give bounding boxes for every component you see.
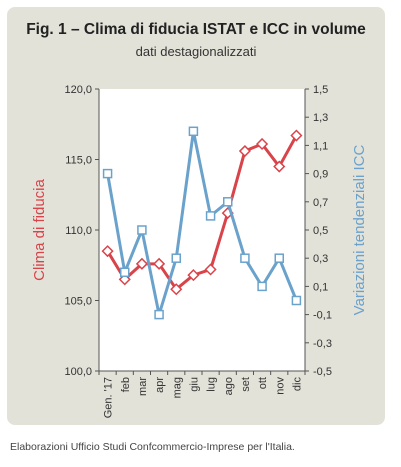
fiducia-point — [170, 283, 183, 296]
icc-point — [257, 281, 267, 292]
icc-point — [120, 267, 130, 278]
icc-point — [137, 225, 147, 235]
icc-point — [188, 126, 199, 137]
fiducia-point — [187, 269, 200, 282]
x-tick-label: set — [240, 377, 252, 392]
right-tick-label: -0,5 — [313, 366, 332, 378]
x-tick-label: ott — [257, 377, 269, 389]
left-tick-label: 100,0 — [64, 366, 92, 378]
right-tick-label: 0,5 — [313, 225, 328, 237]
fiducia-point — [256, 137, 269, 151]
icc-point — [223, 197, 233, 207]
left-tick-label: 120,0 — [64, 84, 92, 96]
x-tick-label: apr — [154, 377, 166, 393]
left-tick-label: 110,0 — [65, 225, 92, 237]
icc-point — [240, 253, 250, 263]
fiducia-point — [273, 160, 286, 173]
right-tick-label: 0,1 — [313, 281, 328, 293]
right-tick-label: 0,9 — [313, 169, 328, 181]
x-tick-label: dic — [291, 377, 303, 392]
fiducia-point — [101, 245, 114, 258]
left-axis-label: Clima di fiducia — [31, 178, 48, 280]
fiducia-point — [135, 257, 148, 270]
right-tick-label: 0,7 — [313, 197, 328, 209]
icc-point — [102, 168, 113, 179]
x-tick-label: ago — [223, 377, 235, 395]
x-tick-label: mag — [171, 377, 183, 398]
fiducia-point — [153, 257, 166, 270]
x-tick-label: mar — [137, 377, 149, 396]
x-tick-label: Gen. '17 — [103, 377, 115, 418]
right-tick-label: 0,3 — [313, 253, 328, 265]
right-axis-label: Variazioni tendenziali ICC — [351, 145, 368, 316]
x-tick-label: nov — [274, 377, 286, 395]
fiducia-point — [290, 129, 303, 142]
left-tick-label: 115,0 — [65, 155, 92, 167]
icc-point — [171, 253, 181, 263]
right-tick-label: 1,3 — [313, 112, 328, 124]
x-tick-label: feb — [120, 377, 132, 392]
right-tick-label: -0,3 — [313, 338, 332, 350]
right-tick-label: 1,5 — [313, 84, 328, 96]
icc-point — [274, 253, 284, 263]
plot-area — [99, 89, 305, 371]
x-tick-label: lug — [206, 377, 218, 392]
chart-title: Fig. 1 – Clima di fiducia ISTAT e ICC in… — [26, 21, 366, 38]
icc-point — [205, 211, 216, 221]
fiducia-point — [238, 144, 251, 158]
right-tick-label: 1,1 — [313, 140, 328, 152]
left-tick-label: 105,0 — [64, 296, 92, 308]
chart-subtitle: dati destagionalizzati — [135, 44, 257, 59]
icc-point — [154, 309, 164, 320]
right-tick-label: -0,1 — [313, 310, 332, 322]
x-tick-label: giu — [188, 377, 200, 392]
fiducia-point — [204, 263, 217, 276]
caption: Elaborazioni Ufficio Studi Confcommercio… — [10, 441, 295, 453]
icc-point — [291, 295, 302, 306]
